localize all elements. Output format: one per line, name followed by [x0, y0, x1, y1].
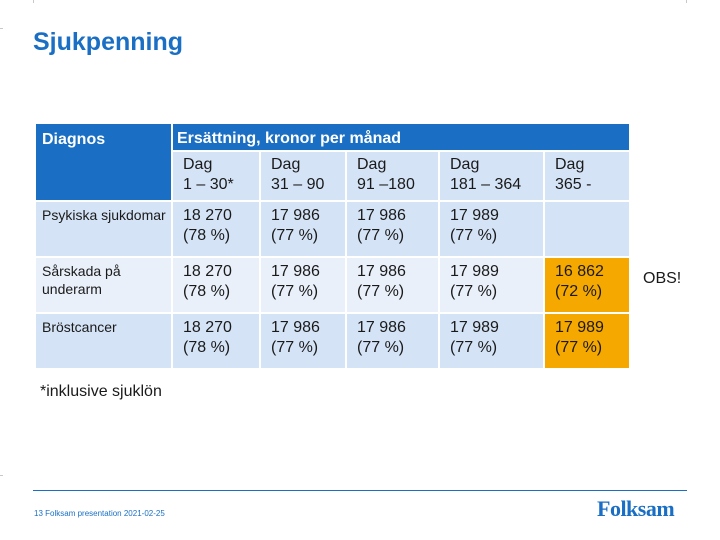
- cell-percent: (77 %): [271, 283, 319, 300]
- period-range: 181 – 364: [450, 176, 522, 193]
- folksam-logo: Folksam: [597, 496, 675, 521]
- table-cell: 18 270 (78 %): [171, 256, 261, 314]
- period-label: Dag: [183, 156, 213, 173]
- footnote: *inklusive sjuklön: [40, 383, 162, 400]
- table-cell: 17 989 (77 %): [438, 256, 545, 314]
- diagnosis-label: Psykiska sjukdomar: [34, 200, 173, 258]
- page-title: Sjukpenning: [33, 28, 183, 56]
- corner-mark: [0, 28, 3, 29]
- period-label: Dag: [450, 156, 480, 173]
- footer-text: 13 Folksam presentation 2021-02-25: [34, 509, 165, 518]
- footer-label: Folksam presentation: [45, 509, 122, 518]
- period-header: Dag 181 – 364: [438, 150, 545, 202]
- table-cell: 17 989 (77 %): [438, 200, 545, 258]
- period-label: Dag: [271, 156, 301, 173]
- table-row: Bröstcancer 18 270 (78 %) 17 986 (77 %) 17…: [34, 312, 631, 370]
- period-header: Dag 91 –180: [345, 150, 440, 202]
- cell-percent: (77 %): [357, 339, 405, 356]
- cell-amount: 18 270: [183, 263, 232, 280]
- table-cell: 17 986 (77 %): [345, 312, 440, 370]
- diagnosis-label: Bröstcancer: [34, 312, 173, 370]
- cell-amount: 17 986: [271, 263, 320, 280]
- corner-mark: [686, 0, 687, 3]
- period-range: 365 -: [555, 176, 592, 193]
- table-cell: 17 986 (77 %): [345, 200, 440, 258]
- table-cell: 18 270 (78 %): [171, 312, 261, 370]
- cell-percent: (72 %): [555, 283, 603, 300]
- compensation-header: Ersättning, kronor per månad: [171, 122, 631, 152]
- cell-percent: (77 %): [357, 227, 405, 244]
- cell-amount: 17 986: [357, 207, 406, 224]
- cell-amount: 16 862: [555, 263, 604, 280]
- cell-percent: (77 %): [450, 339, 498, 356]
- cell-amount: 17 986: [271, 207, 320, 224]
- compensation-table: Diagnos Ersättning, kronor per månad Dag…: [34, 122, 631, 370]
- period-header: Dag 365 -: [543, 150, 631, 202]
- cell-percent: (77 %): [271, 227, 319, 244]
- table-cell: 17 986 (77 %): [259, 256, 347, 314]
- page-number: 13: [34, 509, 43, 518]
- cell-percent: (77 %): [450, 227, 498, 244]
- footer-divider: [33, 490, 687, 491]
- table-row: Sårskada på underarm 18 270 (78 %) 17 986…: [34, 256, 631, 314]
- cell-amount: 17 989: [450, 207, 499, 224]
- diagnosis-header: Diagnos: [34, 122, 173, 202]
- table-row: Psykiska sjukdomar 18 270 (78 %) 17 986 (7…: [34, 200, 631, 258]
- corner-mark: [33, 0, 34, 3]
- cell-percent: (78 %): [183, 339, 231, 356]
- cell-percent: (77 %): [555, 339, 603, 356]
- cell-amount: 17 986: [271, 319, 320, 336]
- cell-amount: 17 989: [450, 319, 499, 336]
- footer-date: 2021-02-25: [123, 509, 165, 518]
- period-range: 91 –180: [357, 176, 415, 193]
- cell-amount: 17 986: [357, 319, 406, 336]
- table-cell: 17 986 (77 %): [345, 256, 440, 314]
- period-range: 1 – 30*: [183, 176, 234, 193]
- cell-amount: 17 989: [555, 319, 604, 336]
- period-range: 31 – 90: [271, 176, 325, 193]
- period-label: Dag: [357, 156, 387, 173]
- cell-amount: 17 989: [450, 263, 499, 280]
- cell-amount: 18 270: [183, 319, 232, 336]
- period-header: Dag 1 – 30*: [171, 150, 261, 202]
- table-cell: 18 270 (78 %): [171, 200, 261, 258]
- cell-amount: 18 270: [183, 207, 232, 224]
- period-label: Dag: [555, 156, 585, 173]
- table-cell-highlight: 17 989 (77 %): [543, 312, 631, 370]
- period-header: Dag 31 – 90: [259, 150, 347, 202]
- cell-amount: 17 986: [357, 263, 406, 280]
- table-cell: 17 989 (77 %): [438, 312, 545, 370]
- table-cell-empty: [543, 200, 631, 258]
- cell-percent: (77 %): [450, 283, 498, 300]
- cell-percent: (78 %): [183, 283, 231, 300]
- table-cell: 17 986 (77 %): [259, 312, 347, 370]
- cell-percent: (77 %): [271, 339, 319, 356]
- corner-mark: [0, 475, 3, 476]
- table-cell: 17 986 (77 %): [259, 200, 347, 258]
- cell-percent: (77 %): [357, 283, 405, 300]
- cell-percent: (78 %): [183, 227, 231, 244]
- diagnosis-label: Sårskada på underarm: [34, 256, 173, 314]
- obs-note: OBS!: [643, 270, 682, 287]
- table-cell-highlight: 16 862 (72 %): [543, 256, 631, 314]
